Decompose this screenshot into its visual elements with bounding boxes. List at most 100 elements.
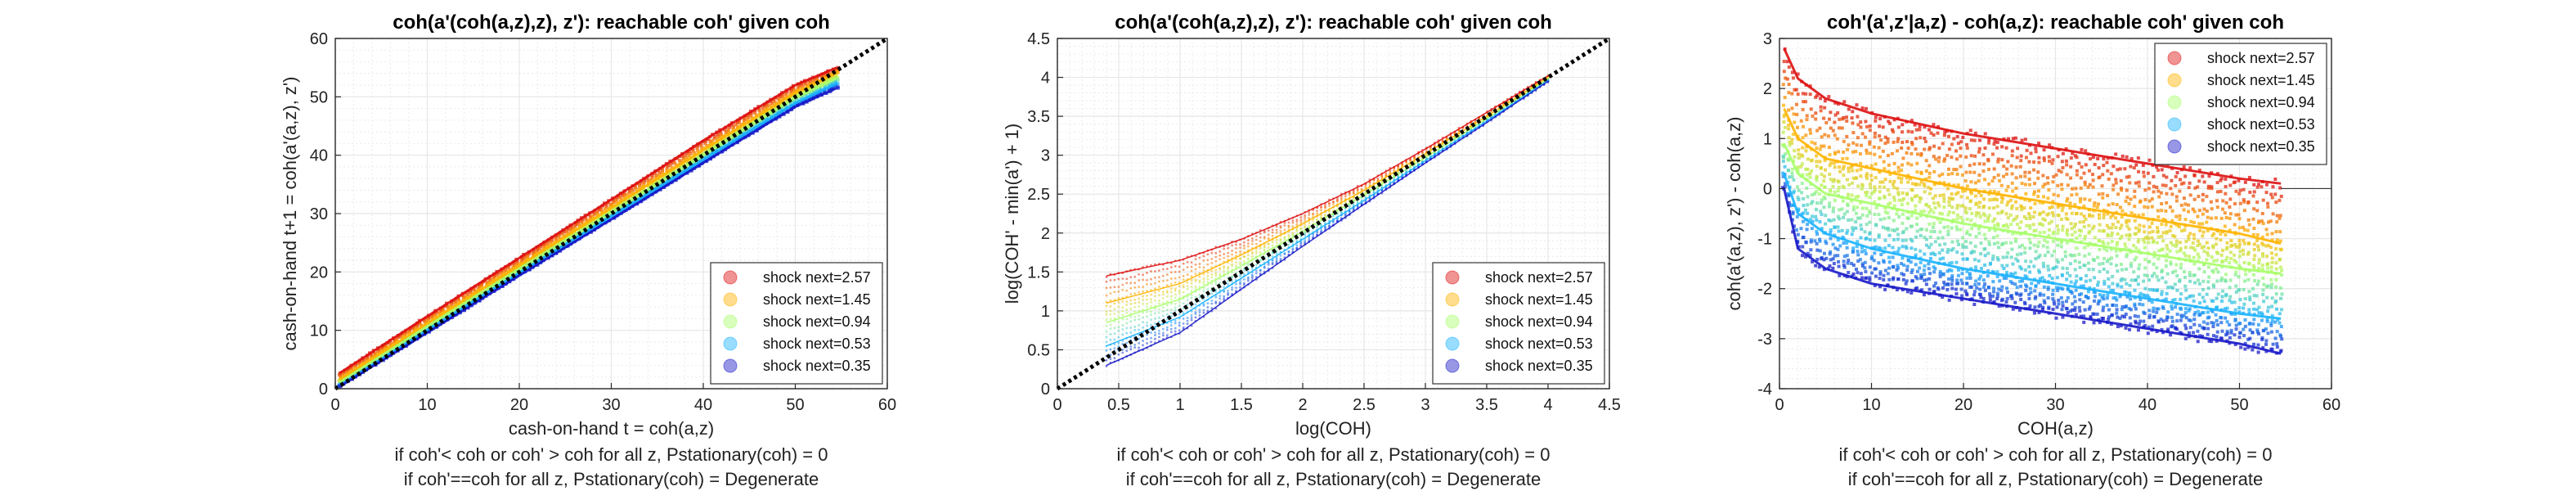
scatter-point [1792, 178, 1796, 182]
scatter-point [1186, 281, 1189, 284]
scatter-point [1146, 282, 1148, 286]
scatter-point [1364, 185, 1367, 188]
scatter-point [1275, 241, 1278, 245]
scatter-point [574, 223, 578, 227]
scatter-point [1295, 244, 1299, 247]
scatter-point [438, 309, 442, 313]
scatter-point [1279, 257, 1282, 260]
scatter-point [1810, 140, 1814, 144]
scatter-point [1113, 313, 1116, 315]
scatter-point [577, 224, 581, 228]
scatter-point [618, 196, 622, 200]
scatter-point [1800, 182, 1804, 186]
scatter-point [1805, 118, 1809, 122]
scatter-point [515, 259, 519, 264]
scatter-point [1831, 209, 1835, 214]
scatter-point [1206, 295, 1209, 298]
scatter-point [1324, 214, 1326, 217]
scatter-point [1782, 115, 1786, 119]
scatter-point [1792, 224, 1796, 228]
scatter-point [479, 285, 483, 289]
scatter-point [1178, 300, 1181, 304]
scatter-point [1146, 298, 1148, 301]
scatter-point [1133, 282, 1137, 285]
scatter-point [451, 308, 455, 312]
scatter-point [1174, 287, 1177, 291]
scatter-point [1804, 149, 1808, 153]
scatter-point [1263, 266, 1266, 269]
scatter-point [1781, 154, 1785, 158]
scatter-point [1169, 302, 1173, 305]
scatter-point [527, 252, 531, 256]
scatter-point [388, 343, 393, 347]
scatter-point [683, 154, 687, 158]
scatter-point [713, 134, 717, 138]
scatter-point [1142, 316, 1144, 319]
scatter-point [1165, 313, 1169, 316]
scatter-point [681, 158, 685, 162]
scatter-point [1806, 203, 1810, 207]
scatter-point [1809, 238, 1813, 242]
scatter-point [554, 236, 558, 241]
scatter-point [1174, 319, 1177, 322]
scatter-point [1210, 276, 1214, 279]
scatter-point [1113, 332, 1116, 336]
x-tick-label: 3 [1420, 396, 1429, 414]
scatter-point [1150, 282, 1152, 286]
scatter-point [1291, 219, 1295, 223]
scatter-point [646, 178, 650, 182]
scatter-point [1818, 160, 1822, 164]
scatter-point [1138, 341, 1141, 345]
scatter-point [1121, 277, 1124, 280]
scatter-point [1105, 304, 1108, 308]
scatter-point [1824, 256, 1829, 260]
scatter-point [1806, 251, 1810, 255]
scatter-point [1223, 253, 1226, 255]
scatter-point [1802, 196, 1806, 200]
scatter-point [1823, 99, 1827, 103]
scatter-point [1250, 255, 1254, 258]
scatter-point [1275, 259, 1278, 263]
scatter-point [1169, 324, 1173, 327]
scatter-point [1267, 246, 1270, 250]
scatter-point [1815, 178, 1819, 182]
scatter-point [457, 299, 461, 303]
scatter-point [778, 95, 782, 99]
scatter-point [1790, 142, 1794, 146]
scatter-point [776, 97, 780, 101]
scatter-point [1182, 291, 1185, 294]
reference-line-45deg [1056, 36, 1611, 391]
scatter-point [1312, 219, 1315, 222]
scatter-point [1295, 220, 1299, 223]
scatter-point [757, 109, 761, 113]
scatter-point [514, 261, 518, 265]
scatter-point [1808, 92, 1812, 97]
scatter-point [1174, 322, 1177, 325]
scatter-point [406, 331, 411, 335]
scatter-point [680, 154, 684, 158]
scatter-point [1800, 162, 1804, 166]
scatter-point [1142, 278, 1144, 282]
scatter-point [1113, 308, 1116, 311]
x-tick-label: 2.5 [1353, 396, 1376, 414]
scatter-point [1133, 286, 1137, 289]
scatter-point [1154, 312, 1156, 315]
scatter-point [1210, 257, 1214, 260]
scatter-point [1158, 316, 1160, 319]
scatter-point [1805, 173, 1809, 177]
scatter-point [1133, 329, 1137, 331]
scatter-point [1142, 298, 1144, 301]
x-axis-label: cash-on-hand t = coh(a,z) [509, 418, 714, 439]
scatter-point [1190, 282, 1193, 285]
scatter-point [1783, 184, 1787, 188]
scatter-point [1799, 227, 1803, 231]
scatter-point [705, 144, 709, 148]
scatter-point [1782, 144, 1786, 148]
scatter-point [1283, 253, 1286, 255]
scatter-point [577, 220, 581, 224]
x-tick-label: 20 [510, 396, 528, 414]
scatter-point [1815, 248, 1820, 252]
scatter-point [782, 97, 786, 101]
scatter-point [1125, 341, 1129, 345]
scatter-point [1809, 201, 1813, 205]
